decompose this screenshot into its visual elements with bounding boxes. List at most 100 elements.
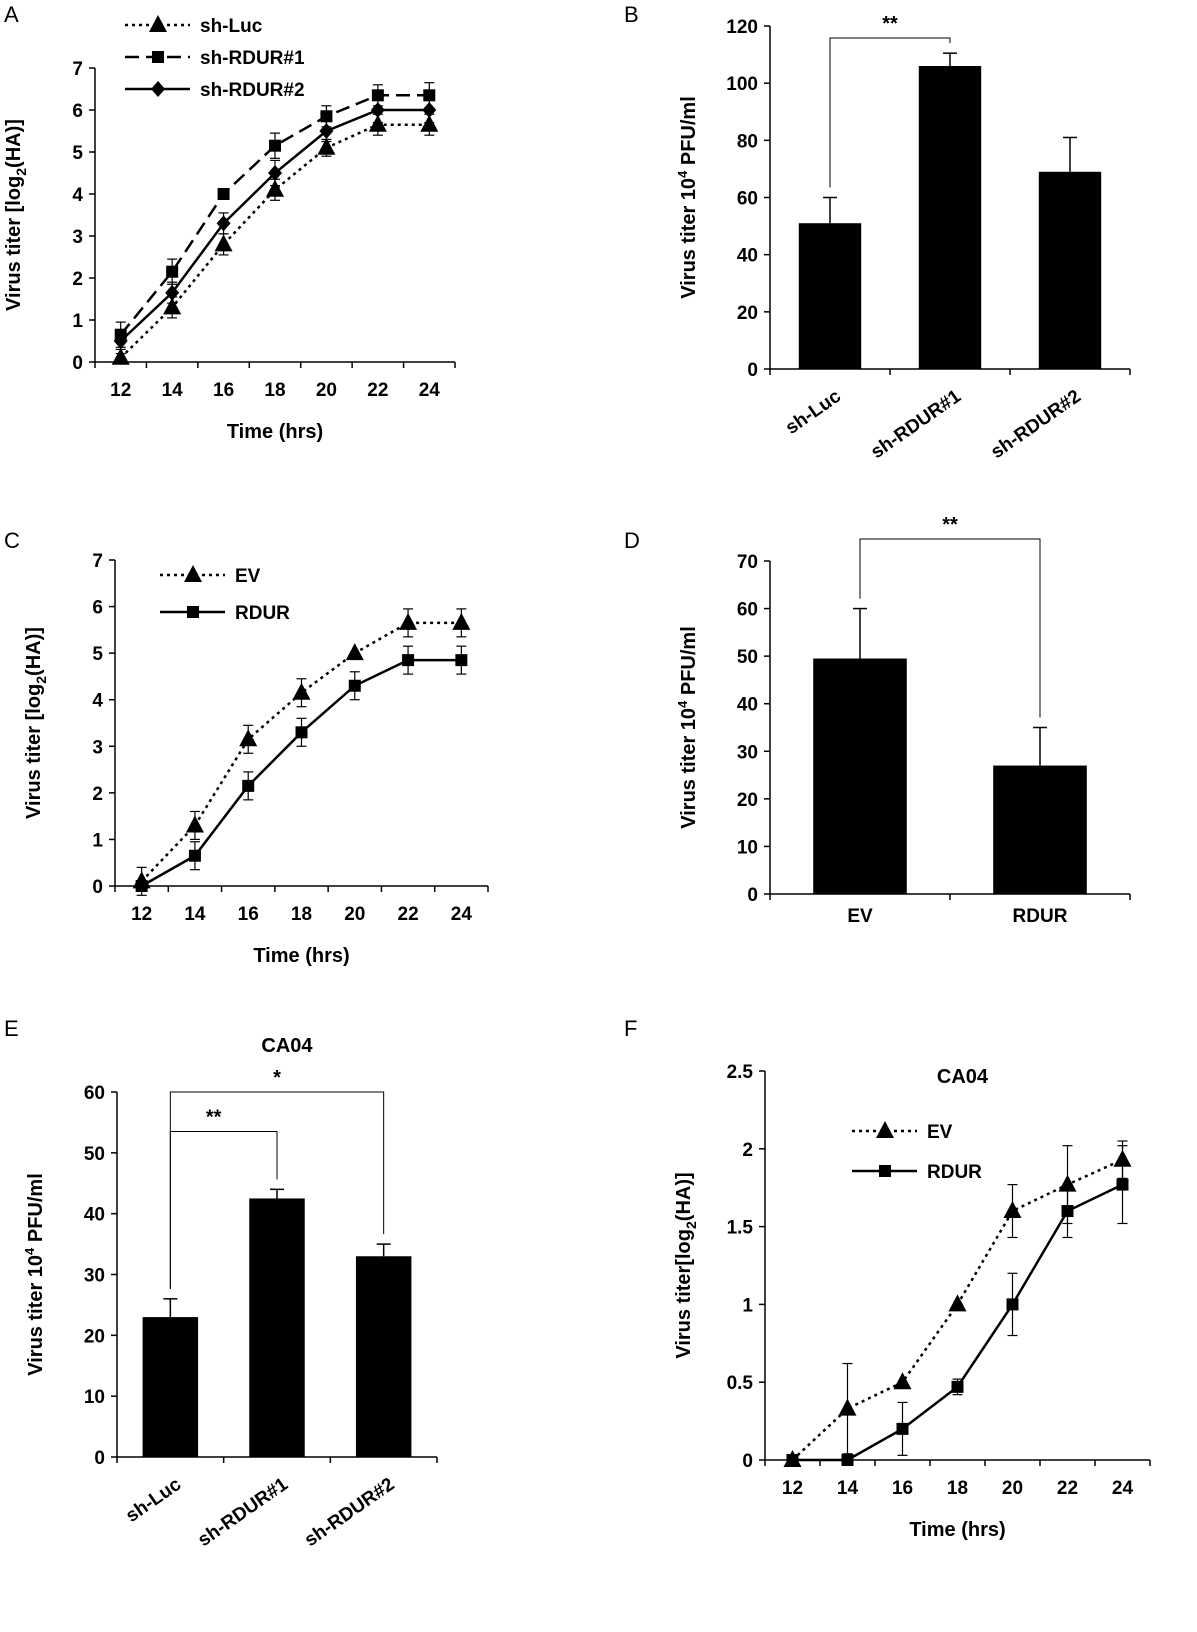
legend: EV RDUR xyxy=(852,1121,982,1183)
y-axis-title: Virus titer[log2(HA)] xyxy=(673,1172,699,1358)
y-tick-label: 0 xyxy=(72,353,83,374)
data-point xyxy=(951,1380,964,1393)
y-tick-label: 3 xyxy=(72,227,83,248)
y-tick-label: 5 xyxy=(92,644,103,665)
bar xyxy=(249,1198,305,1457)
data-point xyxy=(295,726,308,739)
legend: sh-Luc sh-RDUR#1 sh-RDUR#2 xyxy=(125,15,305,101)
chart-title: CA04 xyxy=(261,1035,313,1057)
x-tick-label: sh-RDUR#2 xyxy=(301,1474,399,1551)
bar xyxy=(142,1317,199,1457)
x-tick-label: 18 xyxy=(947,1478,968,1499)
y-tick-label: 0.5 xyxy=(727,1373,754,1394)
y-tick-label: 0 xyxy=(742,1451,753,1472)
legend-marker xyxy=(876,1121,894,1138)
x-tick-label: 12 xyxy=(110,380,131,401)
y-tick-label: 20 xyxy=(84,1326,105,1347)
legend-label: RDUR xyxy=(927,1162,982,1183)
x-tick-label: sh-Luc xyxy=(122,1474,185,1527)
y-axis-title: Virus titer 104 PFU/ml xyxy=(675,626,700,829)
x-tick-label: 22 xyxy=(398,904,419,925)
x-tick-label: sh-RDUR#1 xyxy=(194,1474,292,1551)
significance-label: * xyxy=(273,1067,281,1089)
y-axis-title: Virus titer [log2(HA)] xyxy=(3,119,29,311)
data-point xyxy=(166,265,179,278)
x-tick-label: 12 xyxy=(131,904,152,925)
panel-F: F 0 0.5 1 1.5 2 2.5 12 14 16 18 20 22 24 Time (hrs) Vir… xyxy=(624,1016,1151,1541)
legend-label: RDUR xyxy=(235,603,290,624)
x-tick-label: 18 xyxy=(264,380,285,401)
y-axis-title: Virus titer 104 PFU/ml xyxy=(675,96,700,299)
panel-letter: B xyxy=(624,2,639,27)
series-line xyxy=(119,123,430,359)
data-point xyxy=(348,679,361,692)
data-point xyxy=(320,110,333,123)
panel-D: D 0 10 20 30 40 50 60 70 Virus titer 104 PFU/ml EV… xyxy=(624,514,1131,927)
data-point xyxy=(1006,1298,1019,1311)
x-tick-label: RDUR xyxy=(1013,906,1068,927)
bar xyxy=(993,765,1087,894)
data-point xyxy=(896,1422,909,1435)
legend-marker xyxy=(184,565,202,582)
y-tick-label: 4 xyxy=(92,691,103,712)
y-tick-label: 6 xyxy=(92,598,103,619)
x-axis-title: Time (hrs) xyxy=(227,421,323,443)
y-tick-label: 60 xyxy=(737,189,758,210)
legend-label: sh-RDUR#1 xyxy=(200,48,305,69)
significance-bracket: * xyxy=(169,1067,385,1289)
x-tick-label: 24 xyxy=(419,380,441,401)
data-point xyxy=(292,682,311,700)
panel-letter: E xyxy=(4,1016,19,1041)
y-tick-label: 0 xyxy=(94,1448,105,1469)
series-sh-RDUR#2 xyxy=(113,96,437,350)
y-tick-label: 5 xyxy=(72,143,83,164)
data-point xyxy=(135,880,148,892)
data-point xyxy=(165,284,180,301)
data-point xyxy=(188,849,201,862)
legend-marker xyxy=(149,15,167,32)
data-point xyxy=(370,102,385,118)
y-tick-label: 3 xyxy=(92,737,103,758)
y-axis-title: Virus titer 104 PFU/ml xyxy=(22,1173,47,1376)
x-tick-label: 14 xyxy=(184,904,206,925)
data-point xyxy=(948,1294,967,1312)
y-tick-label: 1 xyxy=(742,1295,753,1316)
data-point xyxy=(422,102,437,118)
data-point xyxy=(319,123,334,139)
data-point xyxy=(371,89,384,102)
legend-marker xyxy=(151,81,165,97)
series-RDUR xyxy=(786,1145,1129,1466)
y-tick-label: 6 xyxy=(72,101,83,122)
data-point xyxy=(242,779,255,792)
y-tick-label: 1 xyxy=(72,311,83,332)
x-tick-label: 14 xyxy=(162,380,184,401)
data-point xyxy=(893,1372,912,1390)
legend-label: EV xyxy=(235,566,261,587)
y-tick-label: 2 xyxy=(72,269,83,290)
significance-label: ** xyxy=(942,514,958,536)
x-tick-label: 24 xyxy=(1112,1478,1134,1499)
y-tick-label: 30 xyxy=(84,1266,105,1287)
y-tick-label: 60 xyxy=(84,1083,105,1104)
x-tick-label: 24 xyxy=(451,904,473,925)
series-RDUR xyxy=(135,645,468,892)
data-point xyxy=(1116,1178,1129,1191)
x-tick-label: 20 xyxy=(1002,1478,1023,1499)
panel-letter: D xyxy=(624,528,640,553)
y-tick-label: 2 xyxy=(92,784,103,805)
x-tick-label: 16 xyxy=(238,904,259,925)
significance-bracket: ** xyxy=(829,13,951,188)
legend: EV RDUR xyxy=(160,565,290,624)
series-EV xyxy=(783,1140,1132,1467)
data-point xyxy=(185,815,204,833)
y-tick-label: 120 xyxy=(726,17,758,38)
legend-marker xyxy=(152,51,164,63)
legend-marker xyxy=(187,606,199,618)
data-point xyxy=(841,1454,854,1466)
y-tick-label: 20 xyxy=(737,790,758,811)
y-tick-label: 7 xyxy=(92,551,103,572)
panel-letter: C xyxy=(4,528,20,553)
x-tick-label: 18 xyxy=(291,904,312,925)
